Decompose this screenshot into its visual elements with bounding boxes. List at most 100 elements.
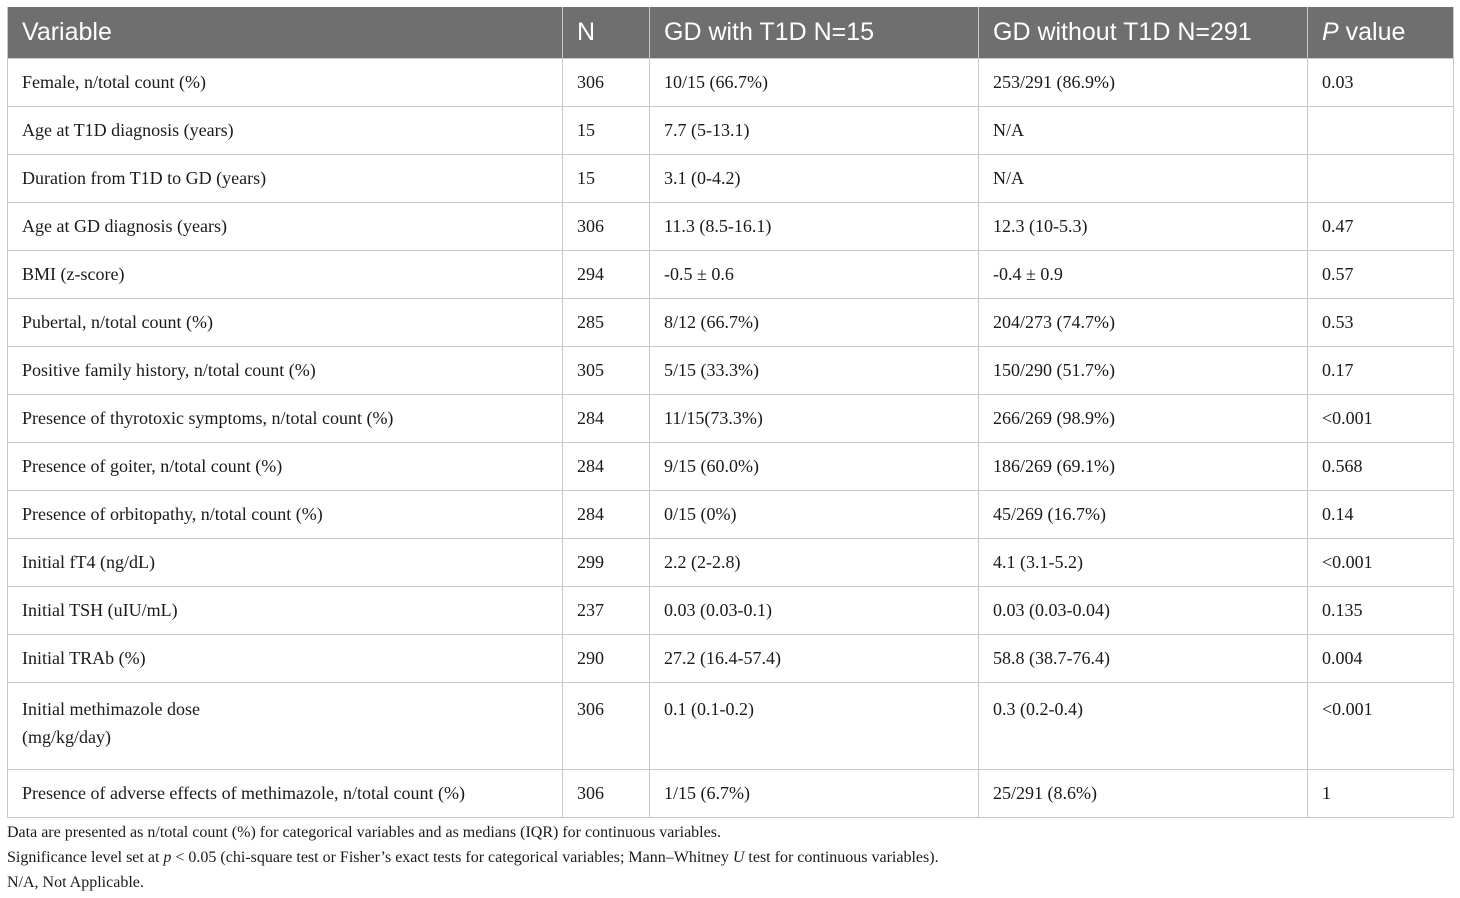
cell-gd-with-t1d: 7.7 (5-13.1) (649, 106, 979, 155)
header-variable: Variable (7, 7, 563, 59)
cell-p-value: 0.47 (1307, 202, 1454, 251)
cell-p-value: 0.004 (1307, 634, 1454, 683)
cell-variable: Presence of orbitopathy, n/total count (… (7, 490, 563, 539)
cell-gd-with-t1d: 2.2 (2-2.8) (649, 538, 979, 587)
header-p-rest: value (1338, 18, 1406, 46)
cell-variable: Duration from T1D to GD (years) (7, 154, 563, 203)
cell-gd-with-t1d: 0/15 (0%) (649, 490, 979, 539)
cell-gd-with-t1d: 10/15 (66.7%) (649, 58, 979, 107)
cell-n: 284 (562, 490, 650, 539)
header-p-value: P value (1307, 7, 1454, 59)
cell-n: 306 (562, 769, 650, 818)
cell-p-value: <0.001 (1307, 538, 1454, 587)
footnote-significance: Significance level set at p < 0.05 (chi-… (7, 845, 939, 870)
cell-n: 15 (562, 154, 650, 203)
cell-p-value (1307, 154, 1454, 203)
table-row: Age at GD diagnosis (years) 306 11.3 (8.… (7, 202, 1454, 251)
cell-gd-without-t1d: 186/269 (69.1%) (978, 442, 1308, 491)
table-row: Positive family history, n/total count (… (7, 346, 1454, 395)
cell-p-value (1307, 106, 1454, 155)
cell-variable: Age at GD diagnosis (years) (7, 202, 563, 251)
table-row: BMI (z-score) 294 -0.5 ± 0.6 -0.4 ± 0.9 … (7, 250, 1454, 299)
table-footnotes: Data are presented as n/total count (%) … (7, 820, 939, 895)
cell-variable-line2: (mg/kg/day) (22, 727, 111, 747)
footnote-data-presentation: Data are presented as n/total count (%) … (7, 824, 721, 841)
cell-gd-with-t1d: 11/15(73.3%) (649, 394, 979, 443)
cell-n: 305 (562, 346, 650, 395)
footnote-significance-p: p (163, 849, 172, 866)
cell-gd-without-t1d: 253/291 (86.9%) (978, 58, 1308, 107)
cell-variable: Presence of thyrotoxic symptoms, n/total… (7, 394, 563, 443)
cell-gd-without-t1d: 12.3 (10-5.3) (978, 202, 1308, 251)
cell-variable-line1: Initial methimazole dose (22, 699, 200, 719)
table-row: Duration from T1D to GD (years) 15 3.1 (… (7, 154, 1454, 203)
cell-variable: Initial TRAb (%) (7, 634, 563, 683)
cell-p-value: 0.57 (1307, 250, 1454, 299)
header-gd-with-t1d: GD with T1D N=15 (649, 7, 979, 59)
table-row: Presence of adverse effects of methimazo… (7, 769, 1454, 818)
cell-p-value: 0.135 (1307, 586, 1454, 635)
cell-variable: Presence of goiter, n/total count (%) (7, 442, 563, 491)
cell-gd-without-t1d: 150/290 (51.7%) (978, 346, 1308, 395)
cell-gd-without-t1d: 266/269 (98.9%) (978, 394, 1308, 443)
cell-gd-with-t1d: 27.2 (16.4-57.4) (649, 634, 979, 683)
header-n: N (562, 7, 650, 59)
table-header: Variable N GD with T1D N=15 GD without T… (7, 7, 1454, 59)
cell-variable: Female, n/total count (%) (7, 58, 563, 107)
cell-gd-without-t1d: 0.3 (0.2-0.4) (978, 682, 1308, 770)
footnote-significance-a: Significance level set at (7, 849, 164, 866)
cell-variable: Initial methimazole dose (mg/kg/day) (7, 682, 563, 770)
baseline-characteristics-table-container: Variable N GD with T1D N=15 GD without T… (7, 7, 1454, 818)
footnote-na-definition: N/A, Not Applicable. (7, 874, 144, 891)
cell-gd-with-t1d: 9/15 (60.0%) (649, 442, 979, 491)
table-row: Pubertal, n/total count (%) 285 8/12 (66… (7, 298, 1454, 347)
cell-gd-with-t1d: -0.5 ± 0.6 (649, 250, 979, 299)
cell-n: 15 (562, 106, 650, 155)
cell-variable: Pubertal, n/total count (%) (7, 298, 563, 347)
table-row: Presence of goiter, n/total count (%) 28… (7, 442, 1454, 491)
cell-gd-without-t1d: 25/291 (8.6%) (978, 769, 1308, 818)
cell-variable: Presence of adverse effects of methimazo… (7, 769, 563, 818)
table-row: Initial methimazole dose (mg/kg/day) 306 … (7, 682, 1454, 770)
cell-n: 306 (562, 682, 650, 770)
footnote-significance-c: test for continuous variables). (744, 849, 939, 866)
cell-n: 284 (562, 394, 650, 443)
cell-p-value: 0.03 (1307, 58, 1454, 107)
cell-gd-without-t1d: 0.03 (0.03-0.04) (978, 586, 1308, 635)
table-body: Female, n/total count (%) 306 10/15 (66.… (7, 58, 1454, 818)
table-row: Initial TRAb (%) 290 27.2 (16.4-57.4) 58… (7, 634, 1454, 683)
footnote-significance-u: U (732, 849, 745, 866)
cell-n: 306 (562, 58, 650, 107)
cell-variable: BMI (z-score) (7, 250, 563, 299)
table-row: Female, n/total count (%) 306 10/15 (66.… (7, 58, 1454, 107)
cell-gd-without-t1d: N/A (978, 106, 1308, 155)
table-row: Initial fT4 (ng/dL) 299 2.2 (2-2.8) 4.1 … (7, 538, 1454, 587)
cell-gd-without-t1d: 58.8 (38.7-76.4) (978, 634, 1308, 683)
cell-gd-without-t1d: 204/273 (74.7%) (978, 298, 1308, 347)
cell-p-value: <0.001 (1307, 394, 1454, 443)
cell-gd-with-t1d: 8/12 (66.7%) (649, 298, 979, 347)
cell-gd-with-t1d: 5/15 (33.3%) (649, 346, 979, 395)
cell-gd-with-t1d: 3.1 (0-4.2) (649, 154, 979, 203)
cell-n: 285 (562, 298, 650, 347)
cell-gd-with-t1d: 1/15 (6.7%) (649, 769, 979, 818)
cell-gd-without-t1d: N/A (978, 154, 1308, 203)
table-row: Presence of thyrotoxic symptoms, n/total… (7, 394, 1454, 443)
cell-p-value: 0.53 (1307, 298, 1454, 347)
cell-n: 299 (562, 538, 650, 587)
cell-n: 294 (562, 250, 650, 299)
cell-gd-with-t1d: 0.03 (0.03-0.1) (649, 586, 979, 635)
table-row: Age at T1D diagnosis (years) 15 7.7 (5-1… (7, 106, 1454, 155)
baseline-characteristics-table: Variable N GD with T1D N=15 GD without T… (7, 7, 1454, 818)
cell-gd-without-t1d: -0.4 ± 0.9 (978, 250, 1308, 299)
cell-gd-without-t1d: 4.1 (3.1-5.2) (978, 538, 1308, 587)
footnote-significance-b: < 0.05 (chi-square test or Fisher’s exac… (171, 849, 733, 866)
table-row: Presence of orbitopathy, n/total count (… (7, 490, 1454, 539)
header-row: Variable N GD with T1D N=15 GD without T… (7, 7, 1454, 59)
cell-n: 237 (562, 586, 650, 635)
cell-p-value: 0.14 (1307, 490, 1454, 539)
header-gd-without-t1d: GD without T1D N=291 (978, 7, 1308, 59)
cell-p-value: 0.17 (1307, 346, 1454, 395)
cell-n: 306 (562, 202, 650, 251)
header-p-italic: P (1322, 18, 1339, 46)
